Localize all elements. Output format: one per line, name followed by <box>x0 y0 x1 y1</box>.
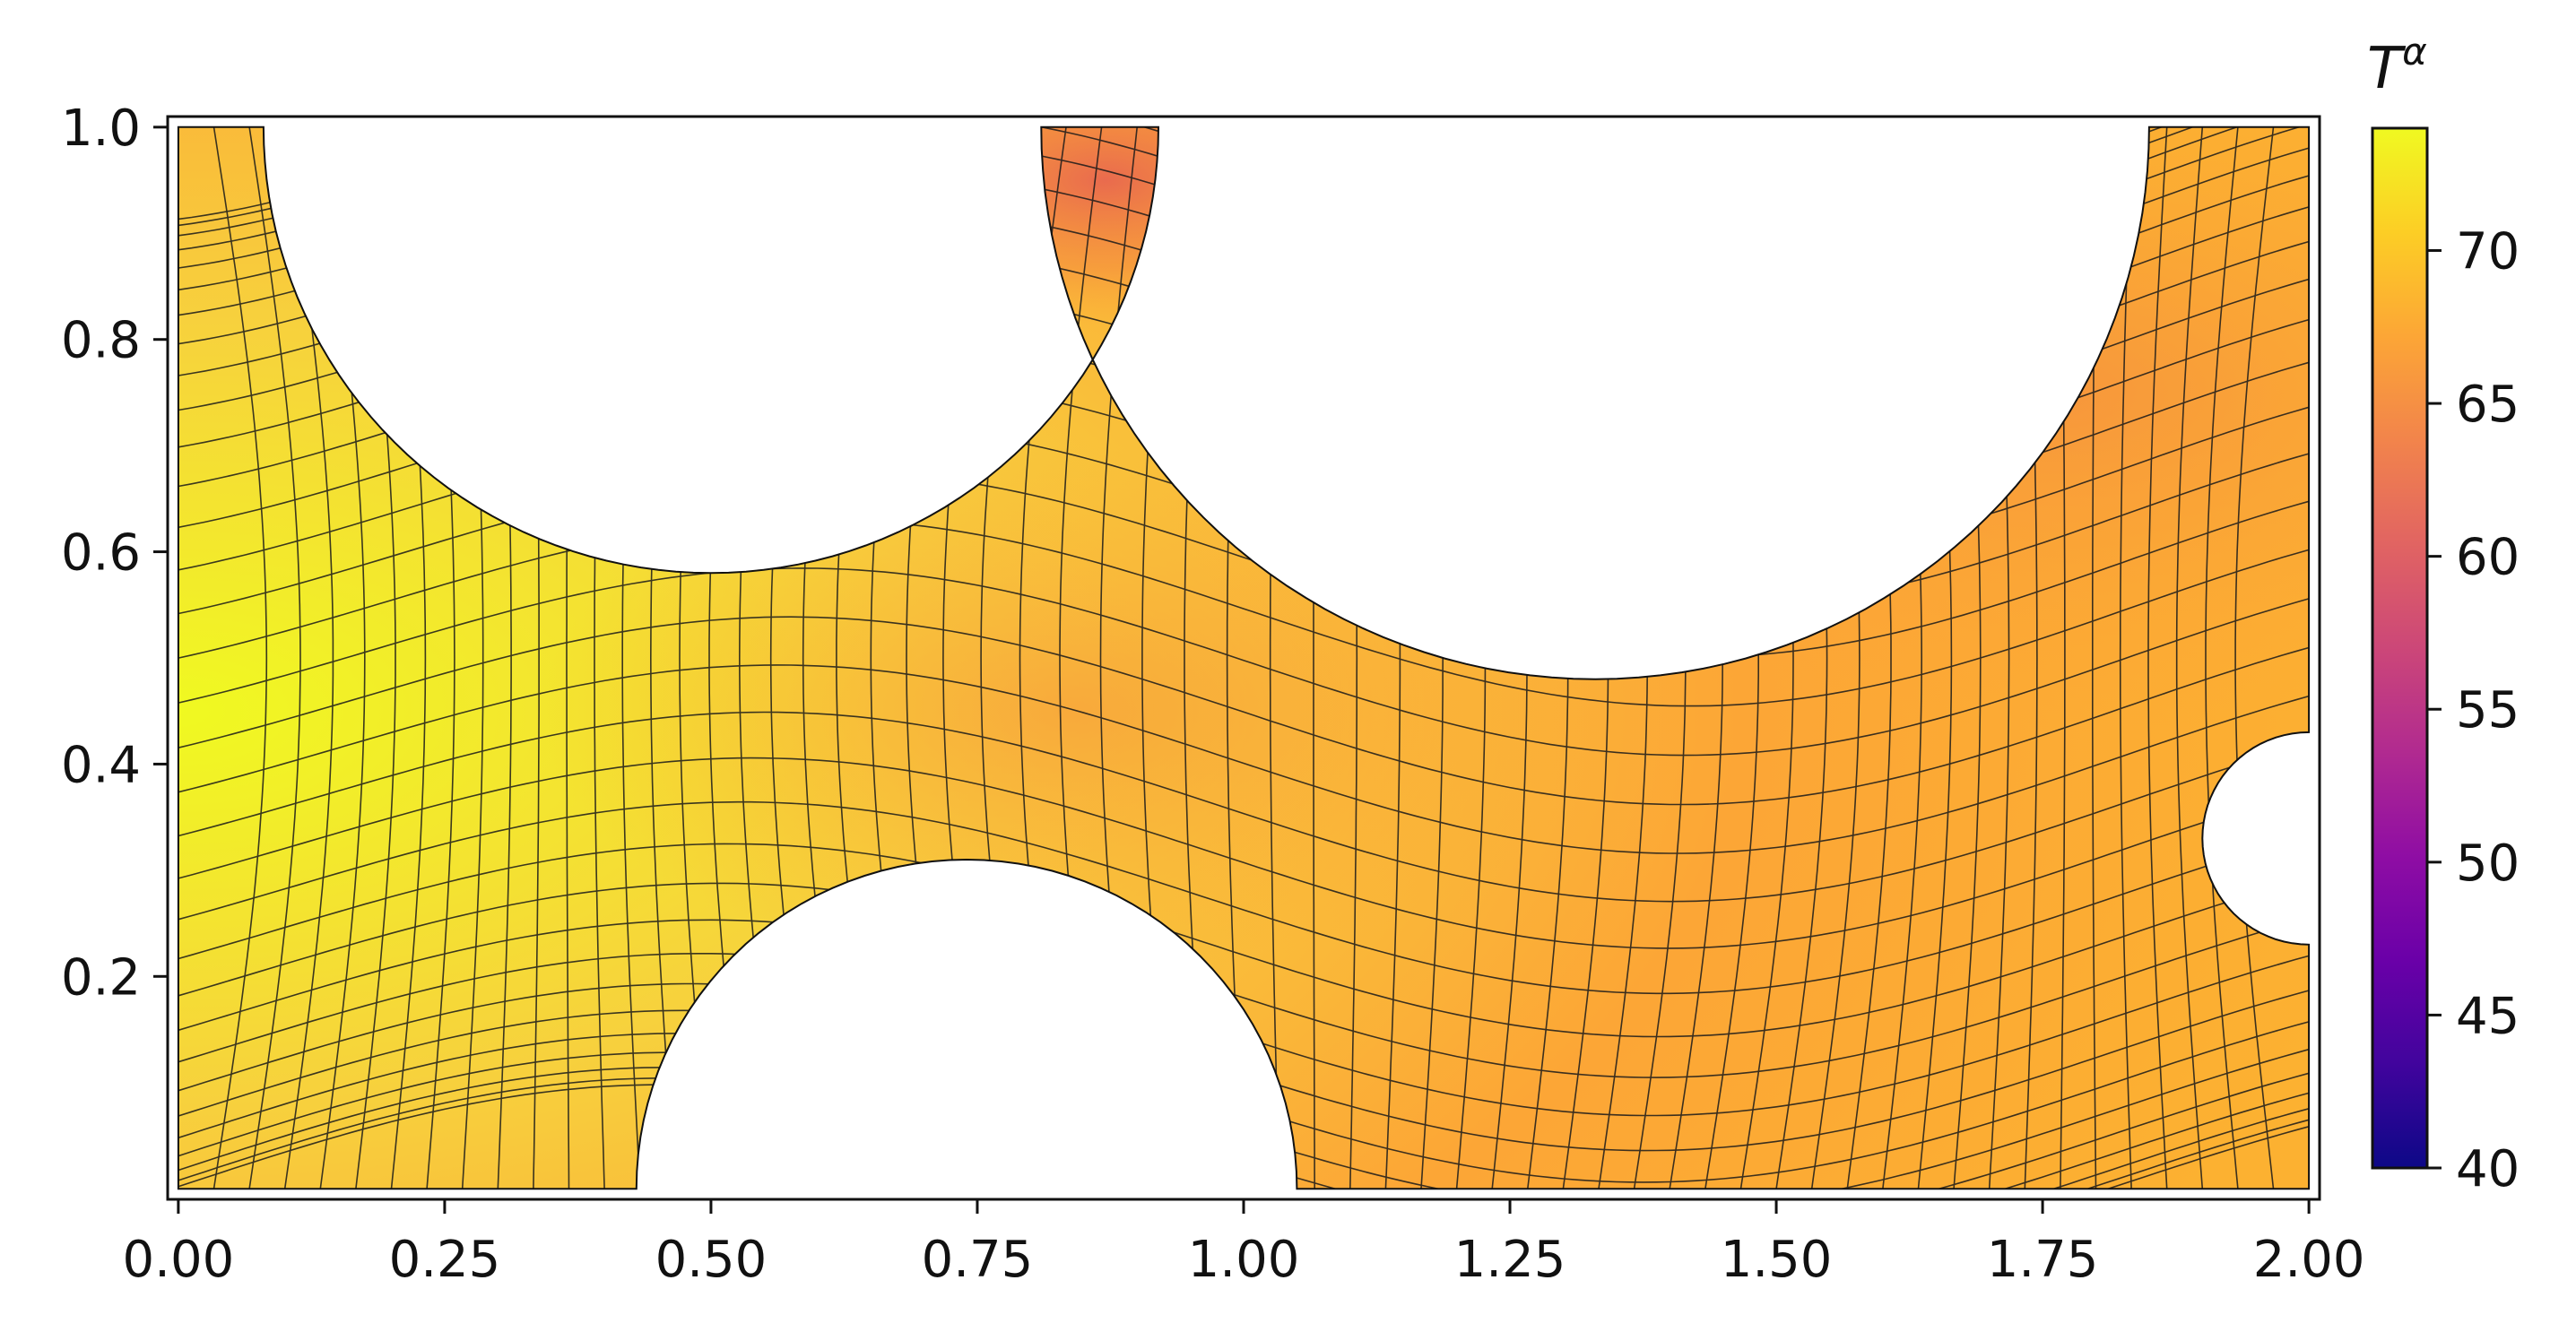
middle-warm-region <box>178 126 2310 1189</box>
x-tick-label: 0.50 <box>655 1231 768 1289</box>
colorbar-tick-label: 50 <box>2456 835 2520 893</box>
mesh-line <box>178 1077 2310 1189</box>
colorbar-tick-label: 60 <box>2456 529 2520 587</box>
colorbar-tick-label: 45 <box>2456 987 2520 1045</box>
mesh-line <box>178 286 2310 476</box>
mesh-line <box>2119 126 2132 1189</box>
mesh-line <box>178 126 2310 244</box>
mesh-line <box>178 757 2310 949</box>
colorbar-tick-label: 40 <box>2456 1140 2520 1198</box>
colorbar-tick-label: 55 <box>2456 681 2520 740</box>
y-tick-label: 0.8 <box>61 312 141 370</box>
mesh-line <box>2175 126 2204 1189</box>
mesh-line <box>212 126 268 1189</box>
mesh-line <box>178 126 2310 233</box>
x-tick-label: 0.25 <box>389 1231 501 1289</box>
y-tick-label: 0.2 <box>61 948 141 1007</box>
x-tick-label: 1.00 <box>1188 1231 1300 1289</box>
colorbar-tick-label: 65 <box>2456 376 2520 434</box>
colorbar-title-superscript: α <box>2402 30 2427 74</box>
mesh-line <box>178 882 2310 1078</box>
x-tick-label: 2.00 <box>2253 1231 2365 1289</box>
colorbar-title-symbol: T <box>2367 36 2407 102</box>
mesh-line <box>178 172 2310 363</box>
mesh-line <box>2234 126 2275 1189</box>
colorbar-bar <box>2371 126 2429 1170</box>
y-tick-label: 0.4 <box>61 736 141 794</box>
mesh-line <box>2205 126 2239 1189</box>
x-tick-label: 1.75 <box>1987 1231 2099 1289</box>
mesh-line <box>178 800 2310 995</box>
mesh-line <box>178 330 2310 519</box>
mesh-line <box>178 126 2310 226</box>
domain-outline <box>177 125 2311 1190</box>
mesh-line <box>178 664 2310 854</box>
y-tick-label: 1.0 <box>61 99 141 158</box>
mesh-line <box>178 1084 2310 1189</box>
mesh-line <box>2147 126 2168 1189</box>
mesh-line <box>178 207 2310 397</box>
x-axis: 0.00 0.25 0.50 0.75 1.00 1.25 1.50 1.75 2.00 <box>123 1199 2365 1289</box>
colorbar-ticks: 40 45 50 55 60 65 70 <box>2427 222 2520 1198</box>
mesh-line <box>178 140 2310 332</box>
colorbar-title: Tα <box>2367 30 2427 102</box>
mesh-line <box>178 518 2310 707</box>
y-axis: 0.2 0.4 0.6 0.8 1.0 <box>61 99 168 1007</box>
x-tick-label: 1.50 <box>1721 1231 1833 1289</box>
mesh-line <box>178 246 2310 436</box>
mesh-line <box>178 843 2310 1038</box>
colorbar-tick-label: 70 <box>2456 222 2520 281</box>
x-tick-label: 0.75 <box>922 1231 1034 1289</box>
x-tick-label: 1.25 <box>1454 1231 1566 1289</box>
y-tick-label: 0.6 <box>61 524 141 583</box>
mesh-line <box>178 567 2310 757</box>
mesh-line <box>178 1067 2310 1189</box>
x-tick-label: 0.00 <box>123 1231 235 1289</box>
colorbar: 40 45 50 55 60 65 70 Tα <box>2367 30 2520 1198</box>
mesh-line <box>178 126 2310 260</box>
mesh-line <box>178 711 2310 903</box>
field-overlays <box>178 126 2310 1189</box>
domain-group <box>177 125 2311 1190</box>
mesh-line <box>178 126 2310 304</box>
mesh-line <box>178 616 2310 806</box>
mesh-line <box>248 126 301 1189</box>
